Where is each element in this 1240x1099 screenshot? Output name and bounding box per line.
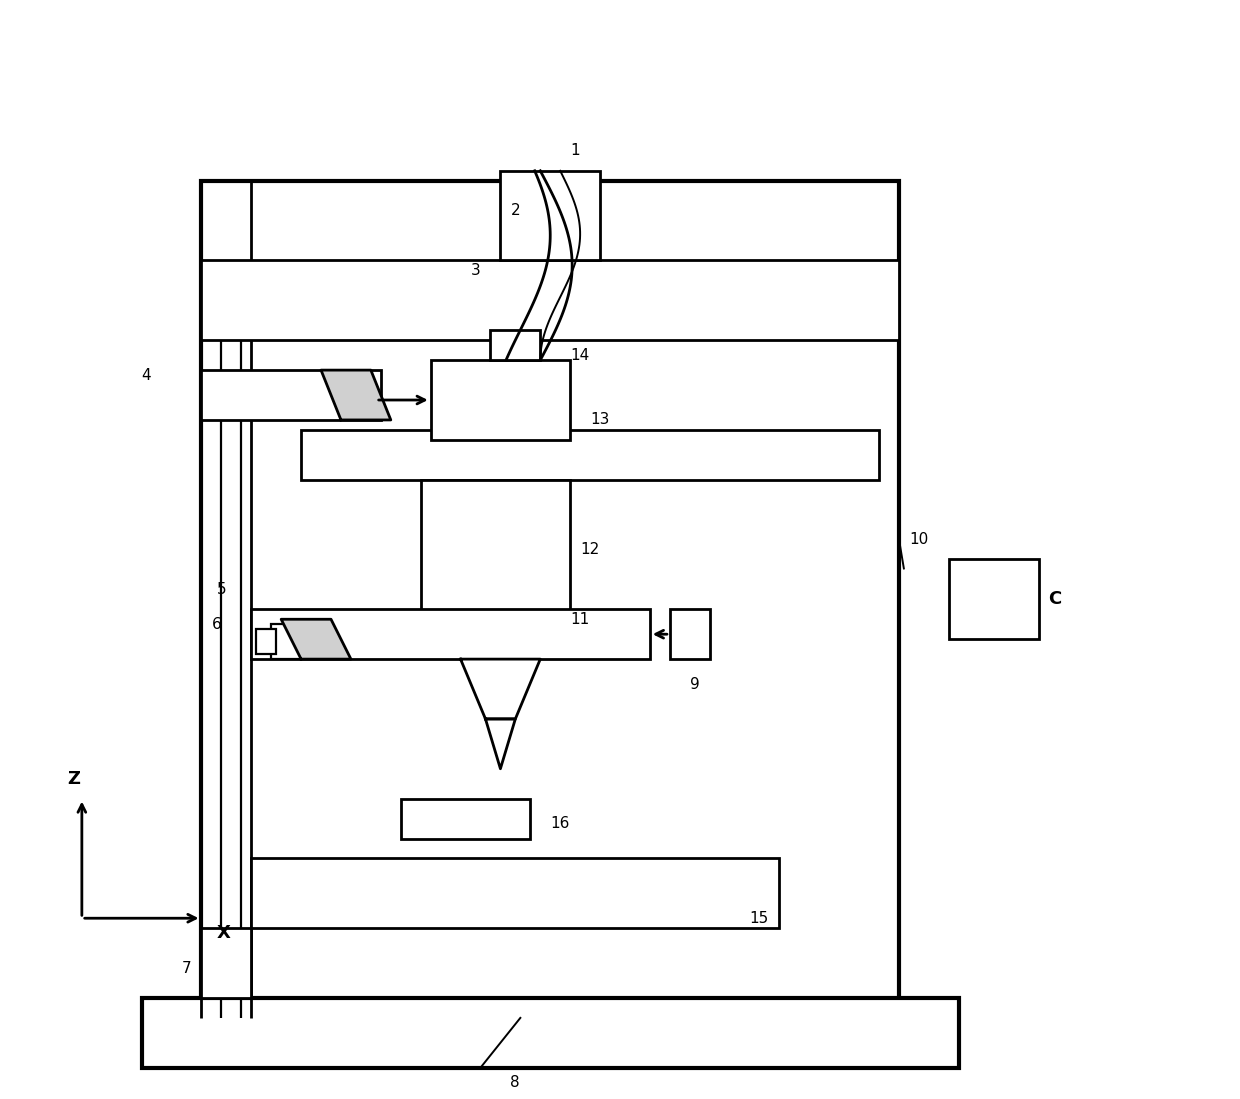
Text: X: X [217,924,231,942]
Bar [301,430,879,480]
Bar [420,480,570,619]
Text: 3: 3 [470,263,480,278]
Text: 4: 4 [141,367,151,382]
Bar [272,624,301,659]
Bar [949,559,1039,640]
Text: 10: 10 [909,532,929,547]
Text: 2: 2 [511,203,520,219]
Text: 11: 11 [570,612,589,626]
Bar [257,630,277,654]
Bar [252,858,780,929]
Text: 9: 9 [689,677,699,691]
Bar [252,609,650,659]
Bar [491,331,541,360]
Text: C: C [1049,590,1061,609]
Bar [670,609,709,659]
Text: 16: 16 [551,817,569,831]
Polygon shape [460,659,541,719]
Bar [201,370,381,420]
Bar [201,260,899,341]
Text: 15: 15 [749,911,769,925]
Text: 8: 8 [511,1075,520,1090]
Bar [201,180,899,1018]
Text: 1: 1 [570,143,580,158]
Bar [430,360,570,440]
Text: 6: 6 [211,617,221,632]
Bar [501,170,600,260]
Text: 12: 12 [580,542,599,557]
Polygon shape [486,719,516,768]
Bar [141,998,959,1068]
Text: 5: 5 [217,581,226,597]
Bar [401,799,531,839]
Polygon shape [281,619,351,659]
Text: 7: 7 [181,961,191,976]
Text: 14: 14 [570,347,589,363]
Polygon shape [321,370,391,420]
Bar [201,929,252,998]
Text: Z: Z [67,769,79,788]
Text: 13: 13 [590,412,610,428]
